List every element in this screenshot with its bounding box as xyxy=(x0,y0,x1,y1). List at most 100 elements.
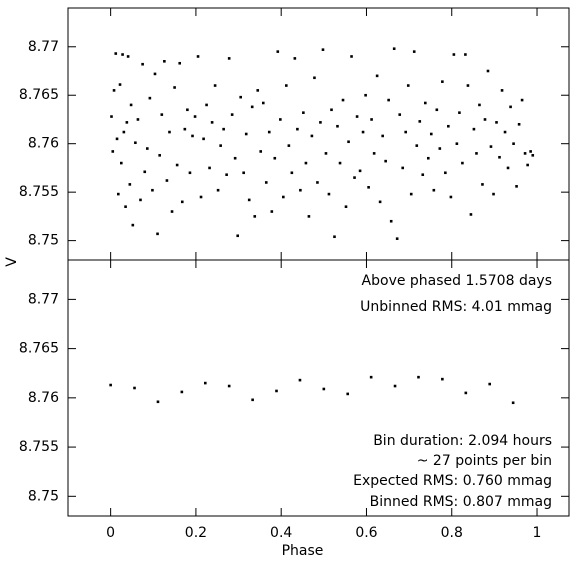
data-point xyxy=(486,69,490,73)
annotation: Binned RMS: 0.807 mmag xyxy=(370,494,552,510)
y-tick-label: 8.755 xyxy=(19,184,59,200)
data-point xyxy=(112,89,116,92)
y-tick-label: 8.755 xyxy=(19,439,59,455)
data-point xyxy=(435,108,439,112)
data-point xyxy=(353,176,356,179)
data-point xyxy=(191,134,194,138)
y-tick-label: 8.75 xyxy=(28,488,59,504)
data-point xyxy=(526,163,529,167)
data-point xyxy=(196,55,200,58)
data-point xyxy=(344,205,348,208)
data-point xyxy=(114,52,118,55)
data-point xyxy=(389,219,393,223)
data-point xyxy=(489,145,493,148)
data-point xyxy=(347,140,350,144)
data-point xyxy=(261,101,265,105)
data-point xyxy=(119,161,123,165)
x-axis-label: Phase xyxy=(282,543,324,559)
data-point xyxy=(492,192,495,196)
data-point xyxy=(299,188,302,192)
data-point xyxy=(429,132,433,136)
data-point xyxy=(111,150,115,153)
data-point xyxy=(156,400,160,404)
data-point xyxy=(173,86,176,89)
data-point xyxy=(183,127,187,131)
data-point xyxy=(208,166,211,170)
data-point xyxy=(475,152,478,155)
data-point xyxy=(122,130,126,134)
data-point xyxy=(236,234,240,238)
data-point xyxy=(338,161,342,165)
data-point xyxy=(279,118,282,121)
data-point xyxy=(464,391,468,395)
y-axis-label: V xyxy=(4,257,20,267)
data-point xyxy=(412,50,416,53)
x-tick-label: 0.4 xyxy=(270,525,292,541)
data-point xyxy=(133,386,136,390)
data-point xyxy=(160,113,164,116)
data-point xyxy=(461,161,464,165)
data-point xyxy=(466,84,470,87)
data-point xyxy=(210,121,214,124)
data-point xyxy=(227,384,231,388)
data-point xyxy=(395,237,399,240)
data-point xyxy=(121,53,124,56)
data-point xyxy=(406,84,410,87)
data-point xyxy=(372,152,376,155)
data-point xyxy=(264,181,268,184)
data-point xyxy=(498,155,501,159)
x-tick-label: 1 xyxy=(533,525,542,541)
data-point xyxy=(444,171,447,175)
data-point xyxy=(134,141,137,145)
data-point xyxy=(148,96,152,100)
data-point xyxy=(139,198,142,202)
data-point xyxy=(219,144,222,147)
y-tick-label: 8.75 xyxy=(28,233,59,249)
data-point xyxy=(302,111,305,114)
data-point xyxy=(401,166,405,170)
data-point xyxy=(296,127,299,131)
data-point xyxy=(124,205,127,208)
data-point xyxy=(441,377,444,381)
data-point xyxy=(168,130,171,134)
data-point xyxy=(355,115,359,118)
data-point xyxy=(417,375,420,379)
data-point xyxy=(478,103,481,107)
data-point xyxy=(242,171,245,175)
data-point xyxy=(441,80,444,83)
data-point xyxy=(520,98,524,102)
data-point xyxy=(151,188,154,192)
plot-frame xyxy=(67,7,570,261)
data-point xyxy=(333,235,336,239)
data-point xyxy=(244,132,248,136)
data-point xyxy=(158,154,161,157)
data-point xyxy=(511,401,515,405)
data-point xyxy=(131,223,135,227)
data-point xyxy=(421,173,425,177)
data-point xyxy=(375,74,379,78)
data-point xyxy=(125,121,129,124)
data-point xyxy=(128,183,132,186)
data-point xyxy=(531,154,535,157)
data-point xyxy=(506,166,510,170)
data-point xyxy=(509,105,512,109)
x-tick-label: 0.6 xyxy=(355,525,377,541)
data-point xyxy=(259,150,263,153)
data-point xyxy=(409,192,413,196)
x-tick-label: 0.8 xyxy=(441,525,463,541)
data-point xyxy=(452,53,456,56)
data-point xyxy=(188,171,192,175)
data-point xyxy=(313,76,316,80)
y-tick-label: 8.765 xyxy=(19,341,59,357)
data-point xyxy=(381,134,384,138)
data-point xyxy=(126,55,130,58)
data-point xyxy=(358,169,362,173)
data-point xyxy=(202,137,205,141)
annotation: Above phased 1.5708 days xyxy=(362,273,552,289)
data-point xyxy=(418,120,422,123)
data-point xyxy=(247,198,251,202)
data-point xyxy=(143,170,147,174)
data-point xyxy=(426,156,430,160)
data-point xyxy=(517,123,521,126)
plot-frame xyxy=(67,259,570,517)
